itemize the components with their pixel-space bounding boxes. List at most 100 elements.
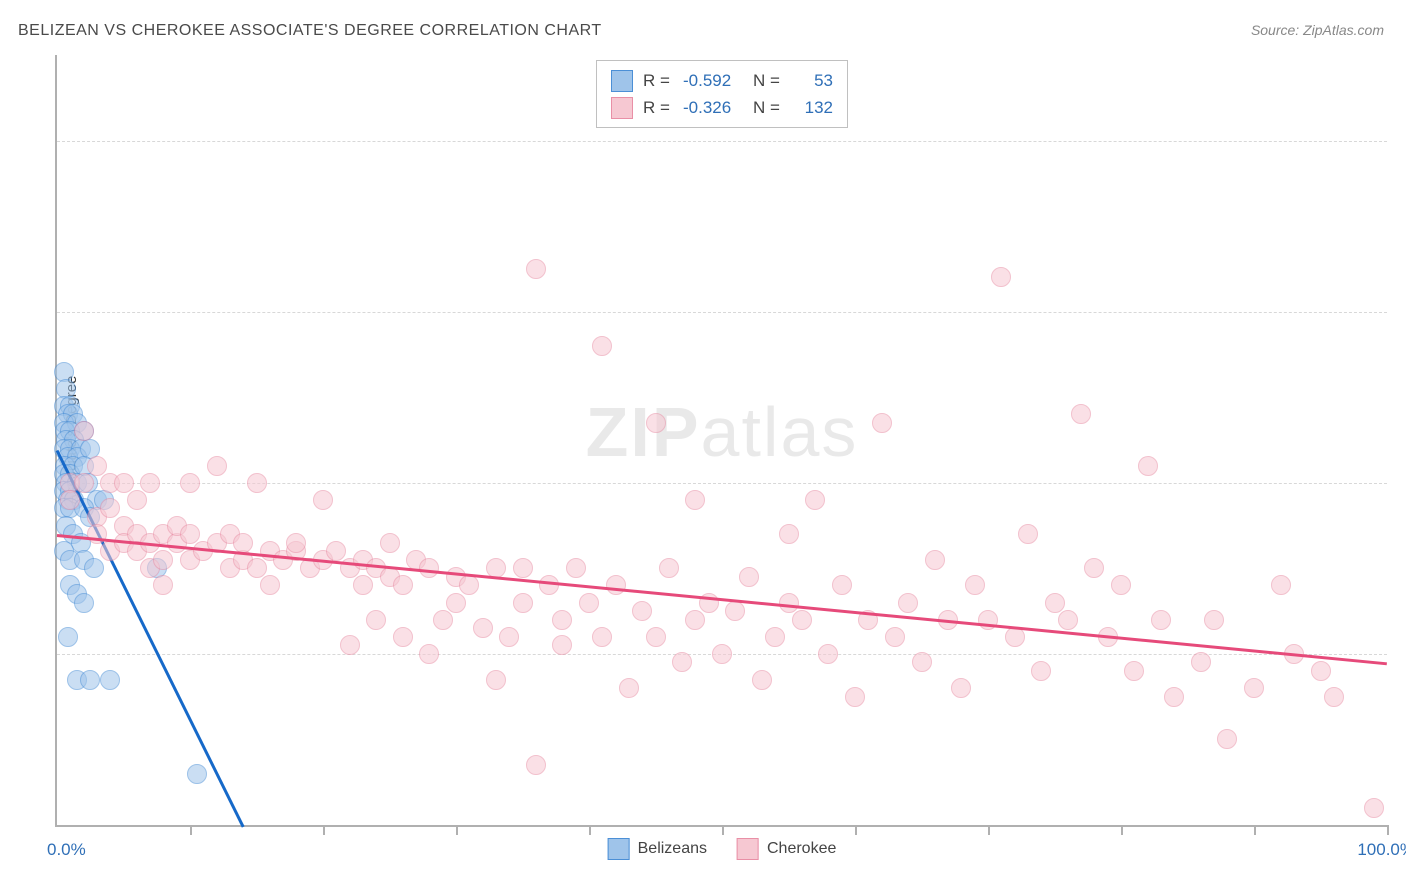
data-point: [74, 421, 94, 441]
data-point: [513, 558, 533, 578]
data-point: [818, 644, 838, 664]
data-point: [991, 267, 1011, 287]
data-point: [646, 627, 666, 647]
r-label: R =: [643, 67, 673, 94]
data-point: [114, 473, 134, 493]
data-point: [752, 670, 772, 690]
data-point: [685, 610, 705, 630]
data-point: [832, 575, 852, 595]
y-tick-label: 80.0%: [1397, 131, 1406, 151]
n-label: N =: [753, 67, 783, 94]
data-point: [233, 533, 253, 553]
data-point: [433, 610, 453, 630]
data-point: [1191, 652, 1211, 672]
data-point: [180, 524, 200, 544]
data-point: [153, 550, 173, 570]
data-point: [58, 627, 78, 647]
data-point: [1018, 524, 1038, 544]
data-point: [499, 627, 519, 647]
data-point: [779, 524, 799, 544]
data-point: [539, 575, 559, 595]
gridline: [57, 141, 1387, 142]
data-point: [1071, 404, 1091, 424]
data-point: [1324, 687, 1344, 707]
data-point: [1031, 661, 1051, 681]
data-point: [513, 593, 533, 613]
data-point: [845, 687, 865, 707]
y-tick-label: 60.0%: [1397, 302, 1406, 322]
data-point: [446, 593, 466, 613]
data-point: [80, 670, 100, 690]
data-point: [885, 627, 905, 647]
legend-row-cherokee: R = -0.326 N = 132: [611, 94, 833, 121]
data-point: [619, 678, 639, 698]
watermark: ZIPatlas: [586, 392, 859, 472]
data-point: [127, 490, 147, 510]
x-tick: [1254, 825, 1256, 835]
data-point: [1164, 687, 1184, 707]
data-point: [153, 575, 173, 595]
legend-item-belizeans: Belizeans: [608, 838, 707, 860]
x-tick: [456, 825, 458, 835]
data-point: [925, 550, 945, 570]
data-point: [1151, 610, 1171, 630]
data-point: [579, 593, 599, 613]
data-point: [1111, 575, 1131, 595]
data-point: [566, 558, 586, 578]
data-point: [326, 541, 346, 561]
r-value-cherokee: -0.326: [683, 94, 743, 121]
data-point: [951, 678, 971, 698]
swatch-belizeans: [611, 70, 633, 92]
data-point: [459, 575, 479, 595]
swatch-belizeans-bottom: [608, 838, 630, 860]
legend-item-cherokee: Cherokee: [737, 838, 836, 860]
data-point: [739, 567, 759, 587]
data-point: [393, 627, 413, 647]
x-axis-max-label: 100.0%: [1357, 840, 1406, 860]
data-point: [792, 610, 812, 630]
data-point: [140, 473, 160, 493]
data-point: [632, 601, 652, 621]
data-point: [286, 533, 306, 553]
data-point: [187, 764, 207, 784]
data-point: [340, 635, 360, 655]
legend-row-belizeans: R = -0.592 N = 53: [611, 67, 833, 94]
data-point: [60, 490, 80, 510]
trend-line: [56, 449, 245, 827]
gridline: [57, 312, 1387, 313]
data-point: [260, 575, 280, 595]
data-point: [74, 593, 94, 613]
data-point: [872, 413, 892, 433]
n-label: N =: [753, 94, 783, 121]
data-point: [965, 575, 985, 595]
x-tick: [1121, 825, 1123, 835]
data-point: [779, 593, 799, 613]
data-point: [366, 610, 386, 630]
data-point: [1084, 558, 1104, 578]
x-tick: [722, 825, 724, 835]
y-tick-label: 20.0%: [1397, 644, 1406, 664]
r-value-belizeans: -0.592: [683, 67, 743, 94]
data-point: [1204, 610, 1224, 630]
data-point: [592, 336, 612, 356]
swatch-cherokee-bottom: [737, 838, 759, 860]
x-tick: [589, 825, 591, 835]
data-point: [1311, 661, 1331, 681]
data-point: [313, 490, 333, 510]
data-point: [1364, 798, 1384, 818]
data-point: [659, 558, 679, 578]
data-point: [592, 627, 612, 647]
data-point: [74, 473, 94, 493]
data-point: [526, 259, 546, 279]
data-point: [1058, 610, 1078, 630]
x-tick: [323, 825, 325, 835]
data-point: [380, 533, 400, 553]
data-point: [1217, 729, 1237, 749]
data-point: [1271, 575, 1291, 595]
x-axis-min-label: 0.0%: [47, 840, 86, 860]
data-point: [100, 670, 120, 690]
data-point: [725, 601, 745, 621]
data-point: [1138, 456, 1158, 476]
legend-label-belizeans: Belizeans: [638, 840, 707, 858]
data-point: [552, 635, 572, 655]
